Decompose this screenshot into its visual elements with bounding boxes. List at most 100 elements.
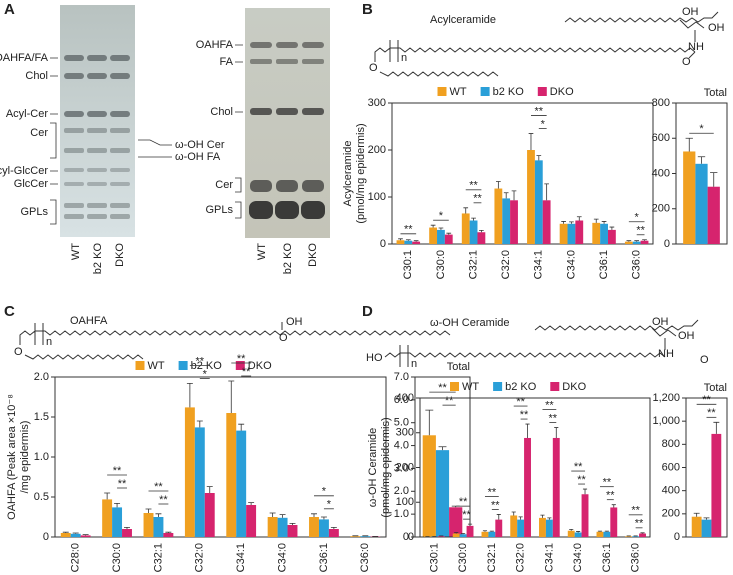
error-bar [597, 530, 603, 532]
structure-name: OAHFA [70, 315, 108, 327]
x-tick-label: C32:1 [152, 543, 164, 572]
error-bar [124, 527, 130, 529]
bar [711, 433, 722, 537]
error-bar [561, 221, 566, 224]
error-bar [206, 486, 213, 493]
tlc-label: Cer [30, 127, 48, 139]
significance-label: ** [242, 366, 251, 378]
bar [404, 240, 413, 244]
y-tick-label: 1,000 [652, 415, 680, 427]
tlc-label: ω-OH Cer [175, 139, 225, 151]
bar [517, 519, 525, 537]
y-tick-label: 400 [396, 392, 414, 404]
error-bar [186, 383, 193, 408]
error-bar [461, 533, 466, 535]
error-bar [114, 503, 121, 508]
bar [444, 234, 453, 244]
atom-label: O [369, 62, 378, 74]
significance-label: ** [469, 180, 478, 192]
bar [574, 532, 582, 537]
x-tick-label: C34:0 [565, 250, 577, 279]
y-tick-label: 0.5 [34, 491, 49, 503]
bar [610, 507, 618, 537]
bar [70, 533, 81, 537]
y-axis-label: (pmol/mg epidermis) [355, 123, 367, 223]
legend-label: b2 KO [493, 86, 525, 98]
y-tick-label: 400 [662, 485, 680, 497]
bar [481, 531, 489, 537]
error-bar [489, 530, 494, 532]
atom-label: O [682, 56, 691, 68]
significance-label: ** [577, 474, 586, 486]
error-bar [536, 155, 542, 161]
lane-label: WT [70, 243, 82, 260]
bar [640, 240, 649, 244]
error-bar [540, 514, 545, 518]
x-tick-label: C30:0 [457, 543, 469, 572]
error-bar [576, 531, 581, 533]
atom-label: O [279, 332, 288, 344]
error-bar [547, 517, 552, 520]
atom-label: OH [678, 330, 695, 342]
x-tick-label: C36:1 [598, 250, 610, 279]
y-tick-label: 4.0 [394, 439, 409, 451]
bar [494, 188, 503, 244]
legend-label: WT [148, 360, 165, 372]
error-bar [525, 423, 530, 438]
bar [477, 232, 486, 244]
y-tick-label: 300 [368, 97, 386, 109]
significance-label: ** [459, 496, 468, 508]
tlc-label: Chol [25, 70, 48, 82]
error-bar [710, 172, 718, 187]
chart-title: Total [704, 382, 727, 394]
y-tick-label: 2.0 [394, 485, 409, 497]
error-bar [626, 240, 632, 242]
y-tick-label: 1.0 [34, 451, 49, 463]
y-tick-label: 1.0 [394, 508, 409, 520]
bar [488, 531, 496, 537]
legend-label: WT [462, 381, 479, 393]
bar [452, 533, 460, 537]
error-bar [330, 527, 337, 529]
atom-label: n [411, 358, 417, 370]
y-tick-label: 200 [662, 508, 680, 520]
bar [163, 533, 174, 537]
bar [545, 519, 553, 537]
x-tick-label: C34:1 [543, 543, 555, 572]
y-tick-label: 200 [652, 203, 670, 215]
significance-label: ** [574, 461, 583, 473]
error-bar [405, 239, 411, 241]
bar [80, 535, 91, 537]
error-bar [228, 380, 235, 413]
error-bar [398, 238, 403, 241]
error-bar [593, 218, 599, 223]
plot-frame [391, 102, 654, 245]
error-bar [72, 532, 79, 534]
bar [437, 536, 445, 537]
tlc-label: OAHFA/FA [0, 52, 49, 64]
bar [695, 163, 708, 244]
y-tick-label: 0 [408, 531, 414, 543]
tlc-label: OAHFA [196, 39, 234, 51]
atom-label: OH [286, 316, 303, 328]
bar [575, 220, 584, 244]
significance-label: * [439, 210, 444, 222]
bar [194, 427, 205, 537]
error-bar [693, 512, 700, 517]
error-bar [238, 423, 245, 431]
y-tick-label: 800 [652, 97, 670, 109]
significance-label: ** [491, 499, 500, 511]
error-bar [685, 137, 693, 152]
error-bar [511, 190, 517, 201]
tlc-label: Chol [210, 106, 233, 118]
legend-label: WT [450, 86, 467, 98]
atom-label: O [700, 354, 709, 366]
bar [683, 151, 696, 244]
bar [469, 220, 478, 244]
legend-swatch [493, 382, 503, 391]
x-tick-label: C34:0 [276, 543, 288, 572]
error-bar [482, 530, 488, 532]
significance-label: ** [636, 225, 645, 237]
y-tick-label: 7.0 [394, 371, 409, 383]
y-axis-label: Acylceramide [342, 140, 354, 206]
